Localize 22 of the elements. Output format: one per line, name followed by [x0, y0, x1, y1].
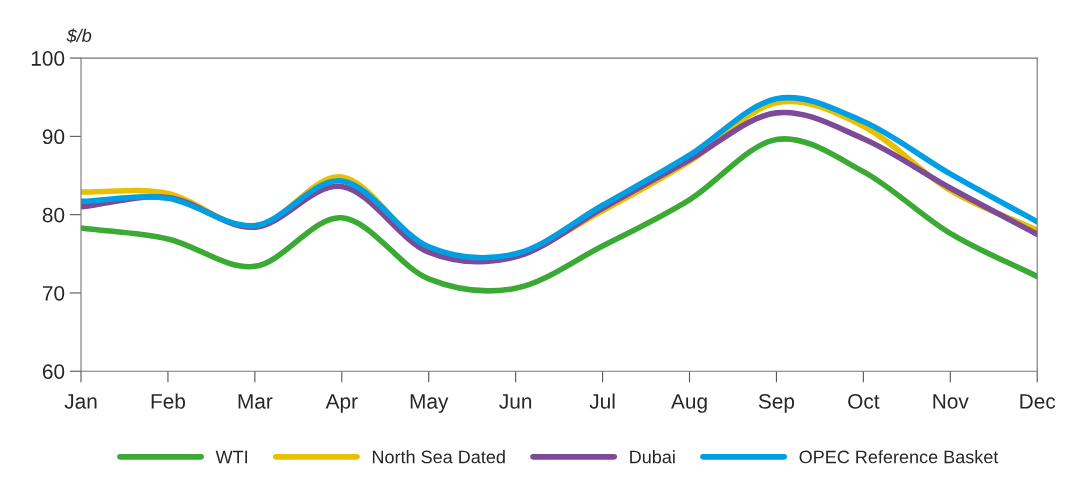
x-tick-label: Jan — [64, 394, 97, 409]
y-tick-label: 70 — [42, 285, 65, 301]
legend-label: Dubai — [630, 450, 675, 464]
x-tick-label: May — [410, 394, 449, 413]
x-tick-label: Sep — [758, 394, 795, 413]
x-tick-label: Jun — [499, 394, 532, 409]
x-tick-label: Jul — [589, 393, 615, 409]
x-tick-label: Oct — [848, 394, 880, 409]
x-tick-label: Apr — [325, 394, 358, 413]
x-tick-label: Mar — [238, 394, 273, 409]
y-tick-label: 80 — [42, 207, 65, 223]
y-tick-label: 90 — [42, 129, 65, 145]
x-tick-label: Nov — [933, 394, 969, 409]
y-axis-title: $/b — [66, 28, 92, 44]
y-tick-label: 60 — [42, 364, 65, 379]
legend-label: North Sea Dated — [372, 450, 505, 464]
y-tick-label: 100 — [31, 51, 65, 66]
legend-label: OPEC Reference Basket — [799, 450, 999, 464]
legend-label: WTI — [215, 450, 247, 464]
x-tick-label: Feb — [151, 393, 186, 409]
x-tick-label: Dec — [1020, 394, 1056, 409]
x-tick-label: Aug — [671, 394, 707, 413]
